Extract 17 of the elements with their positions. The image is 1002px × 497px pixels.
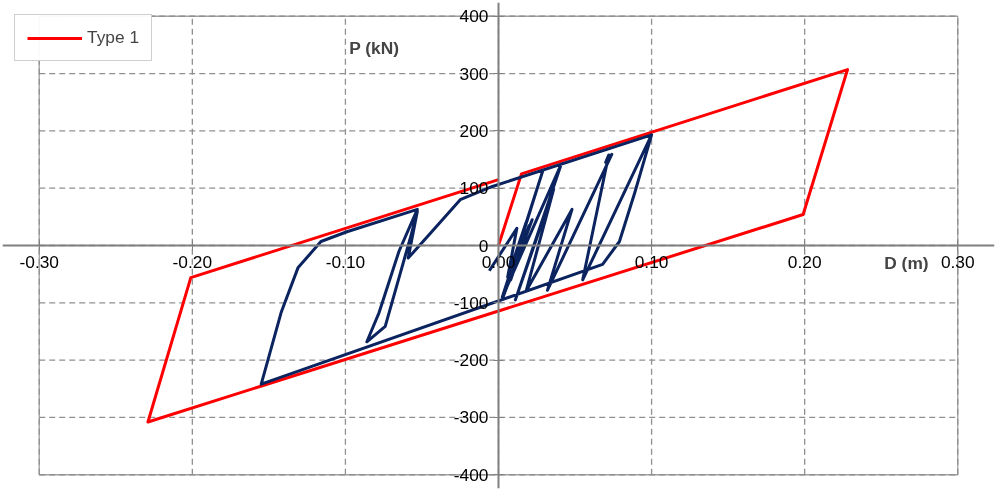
y-tick-label: -200 <box>453 350 489 371</box>
y-tick-label: 400 <box>459 6 489 27</box>
x-tick-label: 0.30 <box>940 251 975 272</box>
y-tick-label: -100 <box>453 292 489 313</box>
x-tick-label: -0.10 <box>325 251 366 272</box>
y-tick-label: -400 <box>453 464 489 485</box>
y-tick-label: 200 <box>459 120 489 141</box>
y-tick-label: 0 <box>478 235 489 256</box>
x-tick-label: 0.20 <box>787 251 822 272</box>
y-tick-label: 300 <box>459 63 489 84</box>
x-tick-label: -0.20 <box>172 251 213 272</box>
legend-label: Type 1 <box>87 27 140 48</box>
y-axis-title: P (kN) <box>349 37 400 58</box>
x-tick-label: -0.30 <box>19 251 59 272</box>
x-axis-title: D (m) <box>884 253 929 274</box>
line-series <box>146 68 850 424</box>
y-tick-label: -300 <box>453 407 489 428</box>
